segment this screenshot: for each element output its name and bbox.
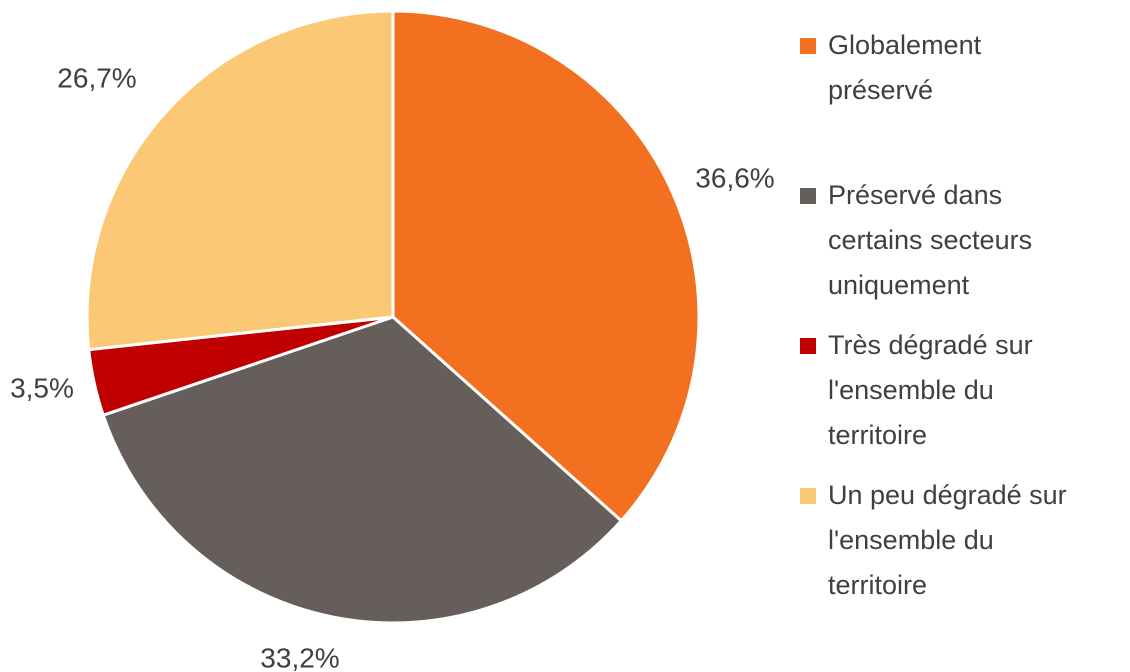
data-label: 3,5% xyxy=(10,372,74,403)
legend-item: Préservé dans certains secteurs uniqueme… xyxy=(800,173,1090,308)
legend-item: Très dégradé sur l'ensemble du territoir… xyxy=(800,323,1090,458)
legend-label: Très dégradé sur l'ensemble du territoir… xyxy=(828,330,1033,450)
pie-slice xyxy=(85,9,395,352)
legend-swatch xyxy=(800,188,816,204)
pie-slice xyxy=(101,315,624,625)
data-label: 36,6% xyxy=(695,162,774,193)
legend-item: Un peu dégradé sur l'ensemble du territo… xyxy=(800,473,1090,608)
legend-label: Un peu dégradé sur l'ensemble du territo… xyxy=(828,480,1067,600)
legend-label: Globalement préservé xyxy=(828,30,982,105)
data-label: 26,7% xyxy=(57,62,136,93)
legend-label: Préservé dans certains secteurs uniqueme… xyxy=(828,180,1033,300)
legend-swatch xyxy=(800,38,816,54)
data-label: 33,2% xyxy=(260,642,339,672)
legend-swatch xyxy=(800,338,816,354)
legend-swatch xyxy=(800,488,816,504)
legend-item: Globalement préservé xyxy=(800,23,1090,113)
pie-slice xyxy=(391,9,701,523)
